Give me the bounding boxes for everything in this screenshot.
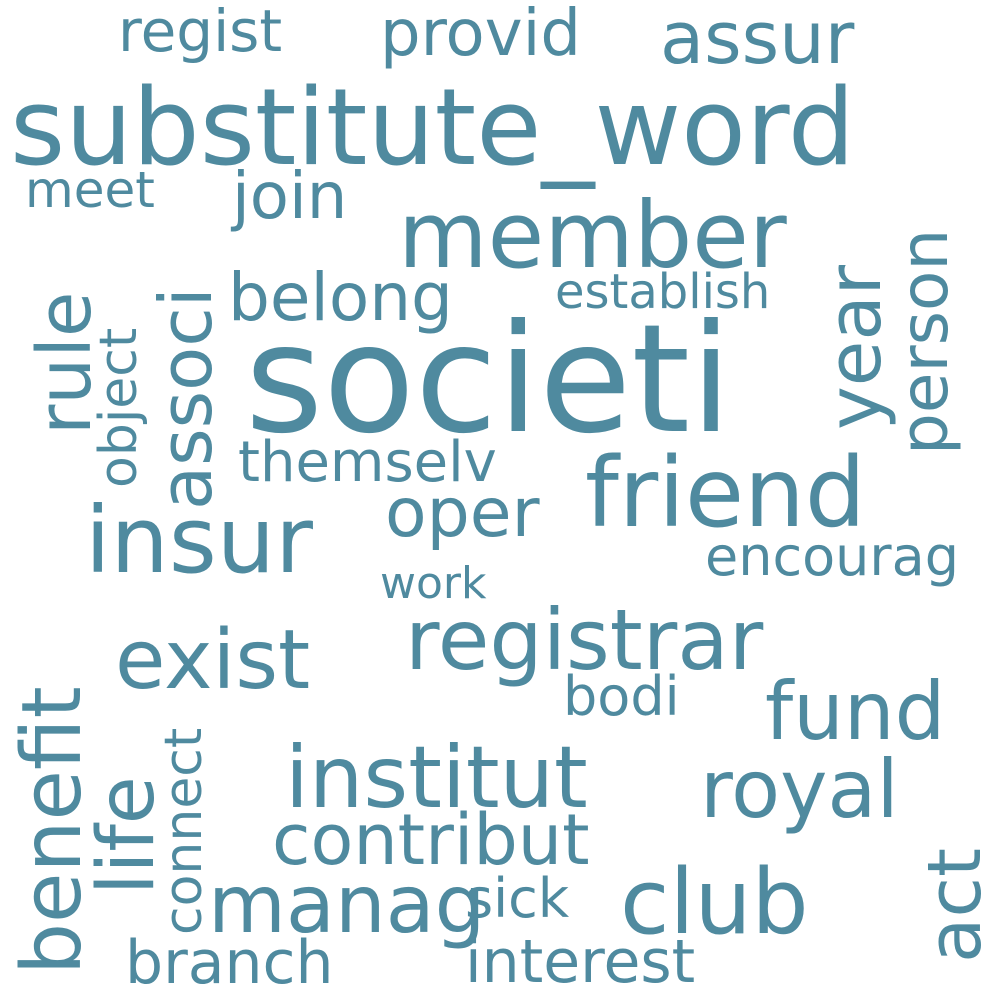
word-club: club bbox=[620, 850, 809, 955]
word-friend: friend bbox=[585, 437, 866, 549]
word-regist: regist bbox=[118, 0, 283, 65]
word-encourag: encourag bbox=[705, 525, 959, 588]
word-person: person bbox=[886, 228, 963, 455]
word-meet: meet bbox=[25, 161, 155, 219]
word-substitute_word: substitute_word bbox=[10, 66, 855, 189]
word-exist: exist bbox=[115, 613, 311, 708]
word-contribut: contribut bbox=[272, 799, 590, 881]
word-bodi: bodi bbox=[563, 665, 680, 728]
word-work: work bbox=[380, 558, 487, 609]
word-royal: royal bbox=[700, 743, 899, 836]
word-branch: branch bbox=[125, 928, 334, 998]
word-year: year bbox=[812, 264, 898, 430]
word-member: member bbox=[398, 182, 787, 289]
word-societi: societi bbox=[245, 293, 732, 467]
word-join: join bbox=[232, 160, 348, 234]
word-fund: fund bbox=[765, 665, 946, 758]
word-associ: associ bbox=[144, 287, 228, 510]
word-act: act bbox=[912, 847, 998, 963]
word-connect: connect bbox=[154, 727, 214, 935]
word-sick: sick bbox=[465, 867, 570, 930]
word-assur: assur bbox=[660, 0, 855, 80]
word-establish: establish bbox=[555, 264, 771, 320]
word-object: object bbox=[89, 327, 149, 488]
word-provid: provid bbox=[380, 0, 581, 71]
word-registrar: registrar bbox=[405, 591, 764, 689]
word-themselv: themselv bbox=[238, 430, 497, 495]
word-institut: institut bbox=[285, 728, 588, 828]
word-belong: belong bbox=[228, 259, 453, 336]
word-oper: oper bbox=[385, 474, 540, 553]
word-manag: manag bbox=[208, 858, 486, 951]
word-insur: insur bbox=[85, 487, 313, 594]
word-interest: interest bbox=[465, 927, 696, 997]
